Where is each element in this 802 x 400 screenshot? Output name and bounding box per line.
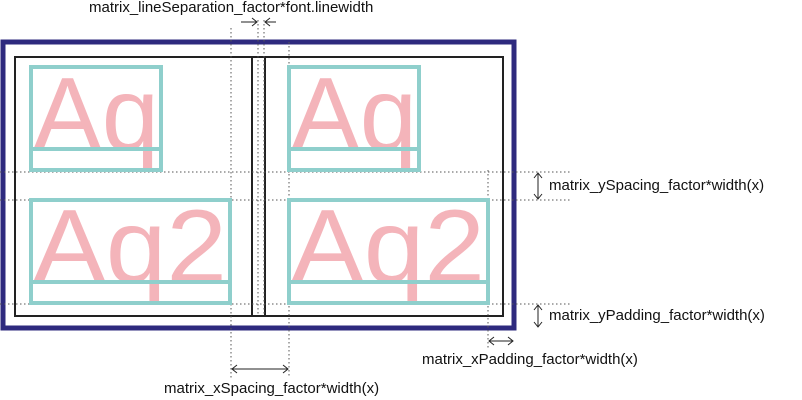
- y-spacing-label: matrix_ySpacing_factor*width(x): [549, 177, 765, 194]
- cell-top-right: Aq: [287, 57, 421, 173]
- cell-text-top-right: Aq: [291, 57, 417, 173]
- outer-frame: [0, 39, 517, 331]
- matrix-frame: [14, 56, 504, 317]
- line-separation-arrows: [241, 17, 276, 27]
- x-spacing-label: matrix_xSpacing_factor*width(x): [164, 380, 380, 397]
- y-spacing-arrow: [533, 172, 543, 200]
- y-padding-arrow: [533, 304, 543, 328]
- cell-text-bottom-right: Aq2: [291, 189, 485, 305]
- horizontal-guides: [0, 171, 570, 305]
- cell-bottom-right: Aq2: [287, 189, 490, 305]
- x-padding-label: matrix_xPadding_factor*width(x): [422, 351, 638, 368]
- x-padding-arrow: [488, 336, 514, 346]
- cell-text-top-left: Aq: [33, 57, 159, 173]
- line-separation-label: matrix_lineSeparation_factor*font.linewi…: [89, 0, 374, 16]
- y-padding-label: matrix_yPadding_factor*width(x): [549, 307, 765, 324]
- cell-text-bottom-left: Aq2: [33, 189, 227, 305]
- cell-bottom-left: Aq2: [29, 189, 232, 305]
- x-spacing-arrow: [231, 364, 289, 374]
- cell-top-left: Aq: [29, 57, 163, 173]
